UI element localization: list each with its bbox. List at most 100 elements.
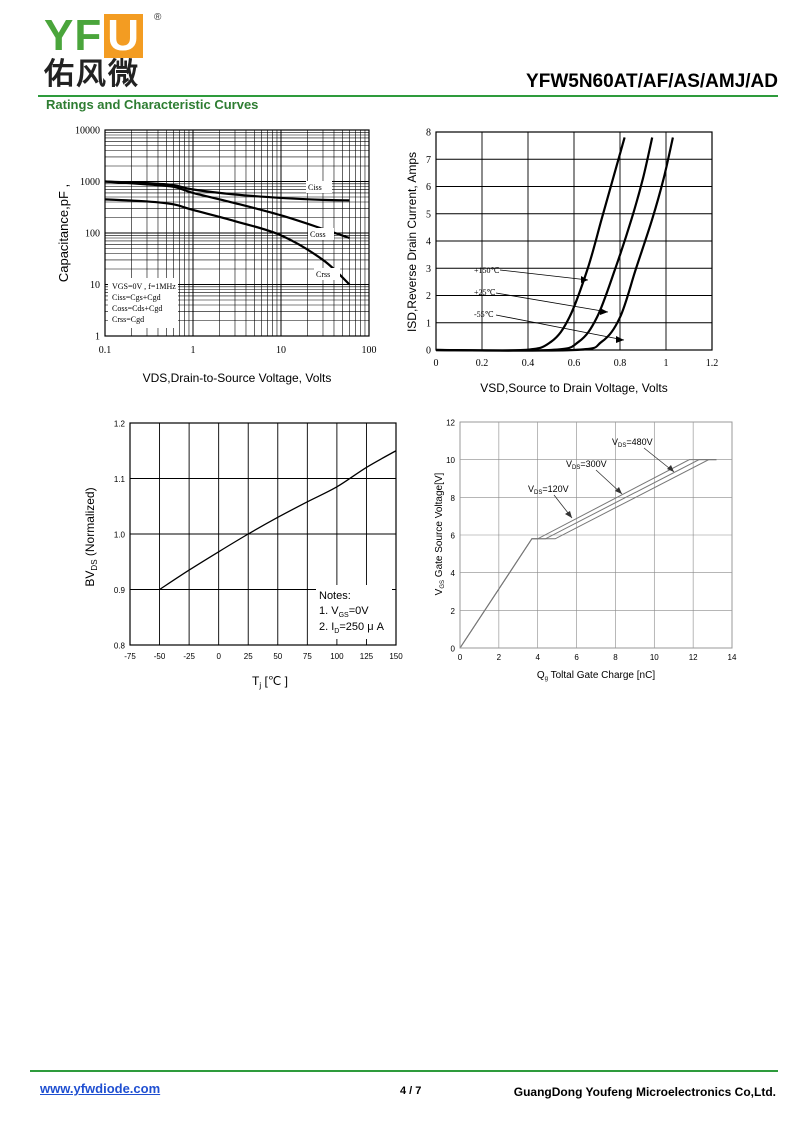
y-tick-label: 4 [426,237,431,248]
x-tick-label: 150 [389,652,403,661]
arrowhead-480v [667,465,674,472]
footer-divider [30,1070,778,1072]
x-tick-label: 1 [191,345,196,356]
x-tick-label: 50 [273,652,282,661]
arrow-25c [495,292,609,313]
x-tick-label: 75 [303,652,312,661]
x-tick-label: 1 [664,358,669,369]
label-150c: +150℃ [474,266,500,275]
section-title: Ratings and Characteristic Curves [46,97,259,112]
x-tick-label: 0.8 [614,358,627,369]
arrowhead-150c [581,276,588,283]
company-name: GuangDong Youfeng Microelectronics Co,Lt… [513,1085,776,1099]
capacitance-xlabel: VDS,Drain-to-Source Voltage, Volts [143,371,332,385]
y-tick-label: 0 [426,346,431,357]
x-tick-label: 4 [535,653,540,662]
x-tick-label: 2 [497,653,502,662]
capacitance-legend-ciss: Ciss=Cgs+Cgd [112,293,161,302]
x-tick-label: 100 [330,652,344,661]
y-tick-label: 7 [426,155,431,166]
bvdss-notes-box [316,585,392,639]
x-tick-label: 0.1 [99,345,112,356]
header-divider [38,95,778,97]
vds-480v-label: VDS=480V [612,437,653,449]
x-tick-label: -50 [154,652,166,661]
y-tick-label: 4 [451,569,456,578]
y-tick-label: 3 [426,264,431,275]
company-logo: YF U ® 佑风微 [44,11,164,94]
series-line-vds480v [459,459,717,649]
y-tick-label: 0 [451,645,456,654]
series-line-0 [159,450,397,591]
ciss-label: Ciss [308,183,322,192]
logo-letters: YF [44,11,103,60]
coss-label: Coss [310,230,326,239]
series-line-crss [104,198,351,286]
page-number: 4 / 7 [400,1085,422,1097]
x-tick-label: 12 [689,653,698,662]
x-tick-label: 8 [613,653,618,662]
x-tick-label: 0.2 [476,358,489,369]
series-line-ciss [104,180,350,202]
arrowhead-300v [615,487,622,494]
y-tick-label: 5 [426,209,431,220]
series-line-vds120v [459,459,717,649]
registered-mark: ® [154,12,162,23]
x-tick-label: 10 [276,345,286,356]
y-tick-label: 0.8 [114,642,126,651]
vds-300v-label: VDS=300V [566,459,607,471]
y-tick-label: 2 [451,607,456,616]
y-tick-label: 1000 [80,177,100,188]
crss-label: Crss [316,270,330,279]
y-tick-label: 6 [451,532,456,541]
capacitance-legend-box [108,278,178,328]
arrow-minus55c [495,314,625,341]
bvdss-chart: -75 -50 -25 0 25 50 75 100 125 150 0.8 0.9 1.0 1.1 1.2… [78,413,418,695]
label-minus55c: -55℃ [474,310,494,319]
arrowhead-25c [600,308,608,315]
x-tick-label: 0 [458,653,463,662]
gate-charge-ylabel: VGS Gate Source Voltage[V] [434,472,446,595]
x-tick-label: 10 [650,653,659,662]
bvdss-note-2: 2. ID=250 μ A [319,621,385,635]
label-25c: +25℃ [474,288,496,297]
x-tick-label: 1.2 [706,358,719,369]
y-tick-label: 100 [85,229,100,240]
capacitance-legend-conditions: VGS=0V , f=1MHz [112,282,176,291]
y-tick-label: 6 [426,182,431,193]
x-tick-label: -75 [124,652,136,661]
bvdss-notes-title: Notes: [319,590,351,602]
gate-charge-chart: 0 2 4 6 8 10 12 14 0 2 4 6 8 10 12 VDS=480V VDS=300V V… [428,410,748,692]
x-tick-label: 14 [728,653,737,662]
y-tick-label: 10 [90,280,100,291]
reverse-diode-chart: 0 0.2 0.4 0.6 0.8 1 1.2 0 1 2 3 4 5 6 7 8 +150℃ +25℃ -5… [402,118,742,400]
series-line-vds300v [459,459,717,649]
x-tick-label: 6 [574,653,579,662]
y-tick-label: 8 [451,494,456,503]
x-tick-label: 25 [244,652,253,661]
y-tick-label: 10 [446,456,455,465]
y-tick-label: 1.1 [114,475,126,484]
website-link[interactable]: www.yfwdiode.com [40,1081,161,1096]
reverse-diode-ylabel: ISD,Reverse Drain Current, Amps [405,152,419,332]
logo-chinese-name: 佑风微 [44,57,140,92]
arrow-150c [499,269,589,281]
arrowhead-minus55c [616,336,624,343]
x-tick-label: -25 [183,652,195,661]
y-tick-label: 0.9 [114,586,126,595]
x-tick-label: 0 [434,358,439,369]
capacitance-legend-crss: Crss=Cgd [112,315,144,324]
bvdss-xlabel: Tj [℃ ] [252,674,288,690]
y-tick-label: 8 [426,128,431,139]
bvdss-ylabel: BVDS (Normalized) [83,487,99,586]
y-tick-label: 1 [95,332,100,343]
y-tick-label: 12 [446,419,455,428]
part-number: YFW5N60AT/AF/AS/AMJ/AD [526,71,778,92]
y-tick-label: 1 [426,318,431,329]
y-tick-label: 2 [426,291,431,302]
y-tick-label: 1.2 [114,420,126,429]
arrowhead-120v [565,511,572,518]
x-tick-label: 125 [360,652,374,661]
y-tick-label: 10000 [75,126,100,137]
y-tick-label: 1.0 [114,531,126,540]
